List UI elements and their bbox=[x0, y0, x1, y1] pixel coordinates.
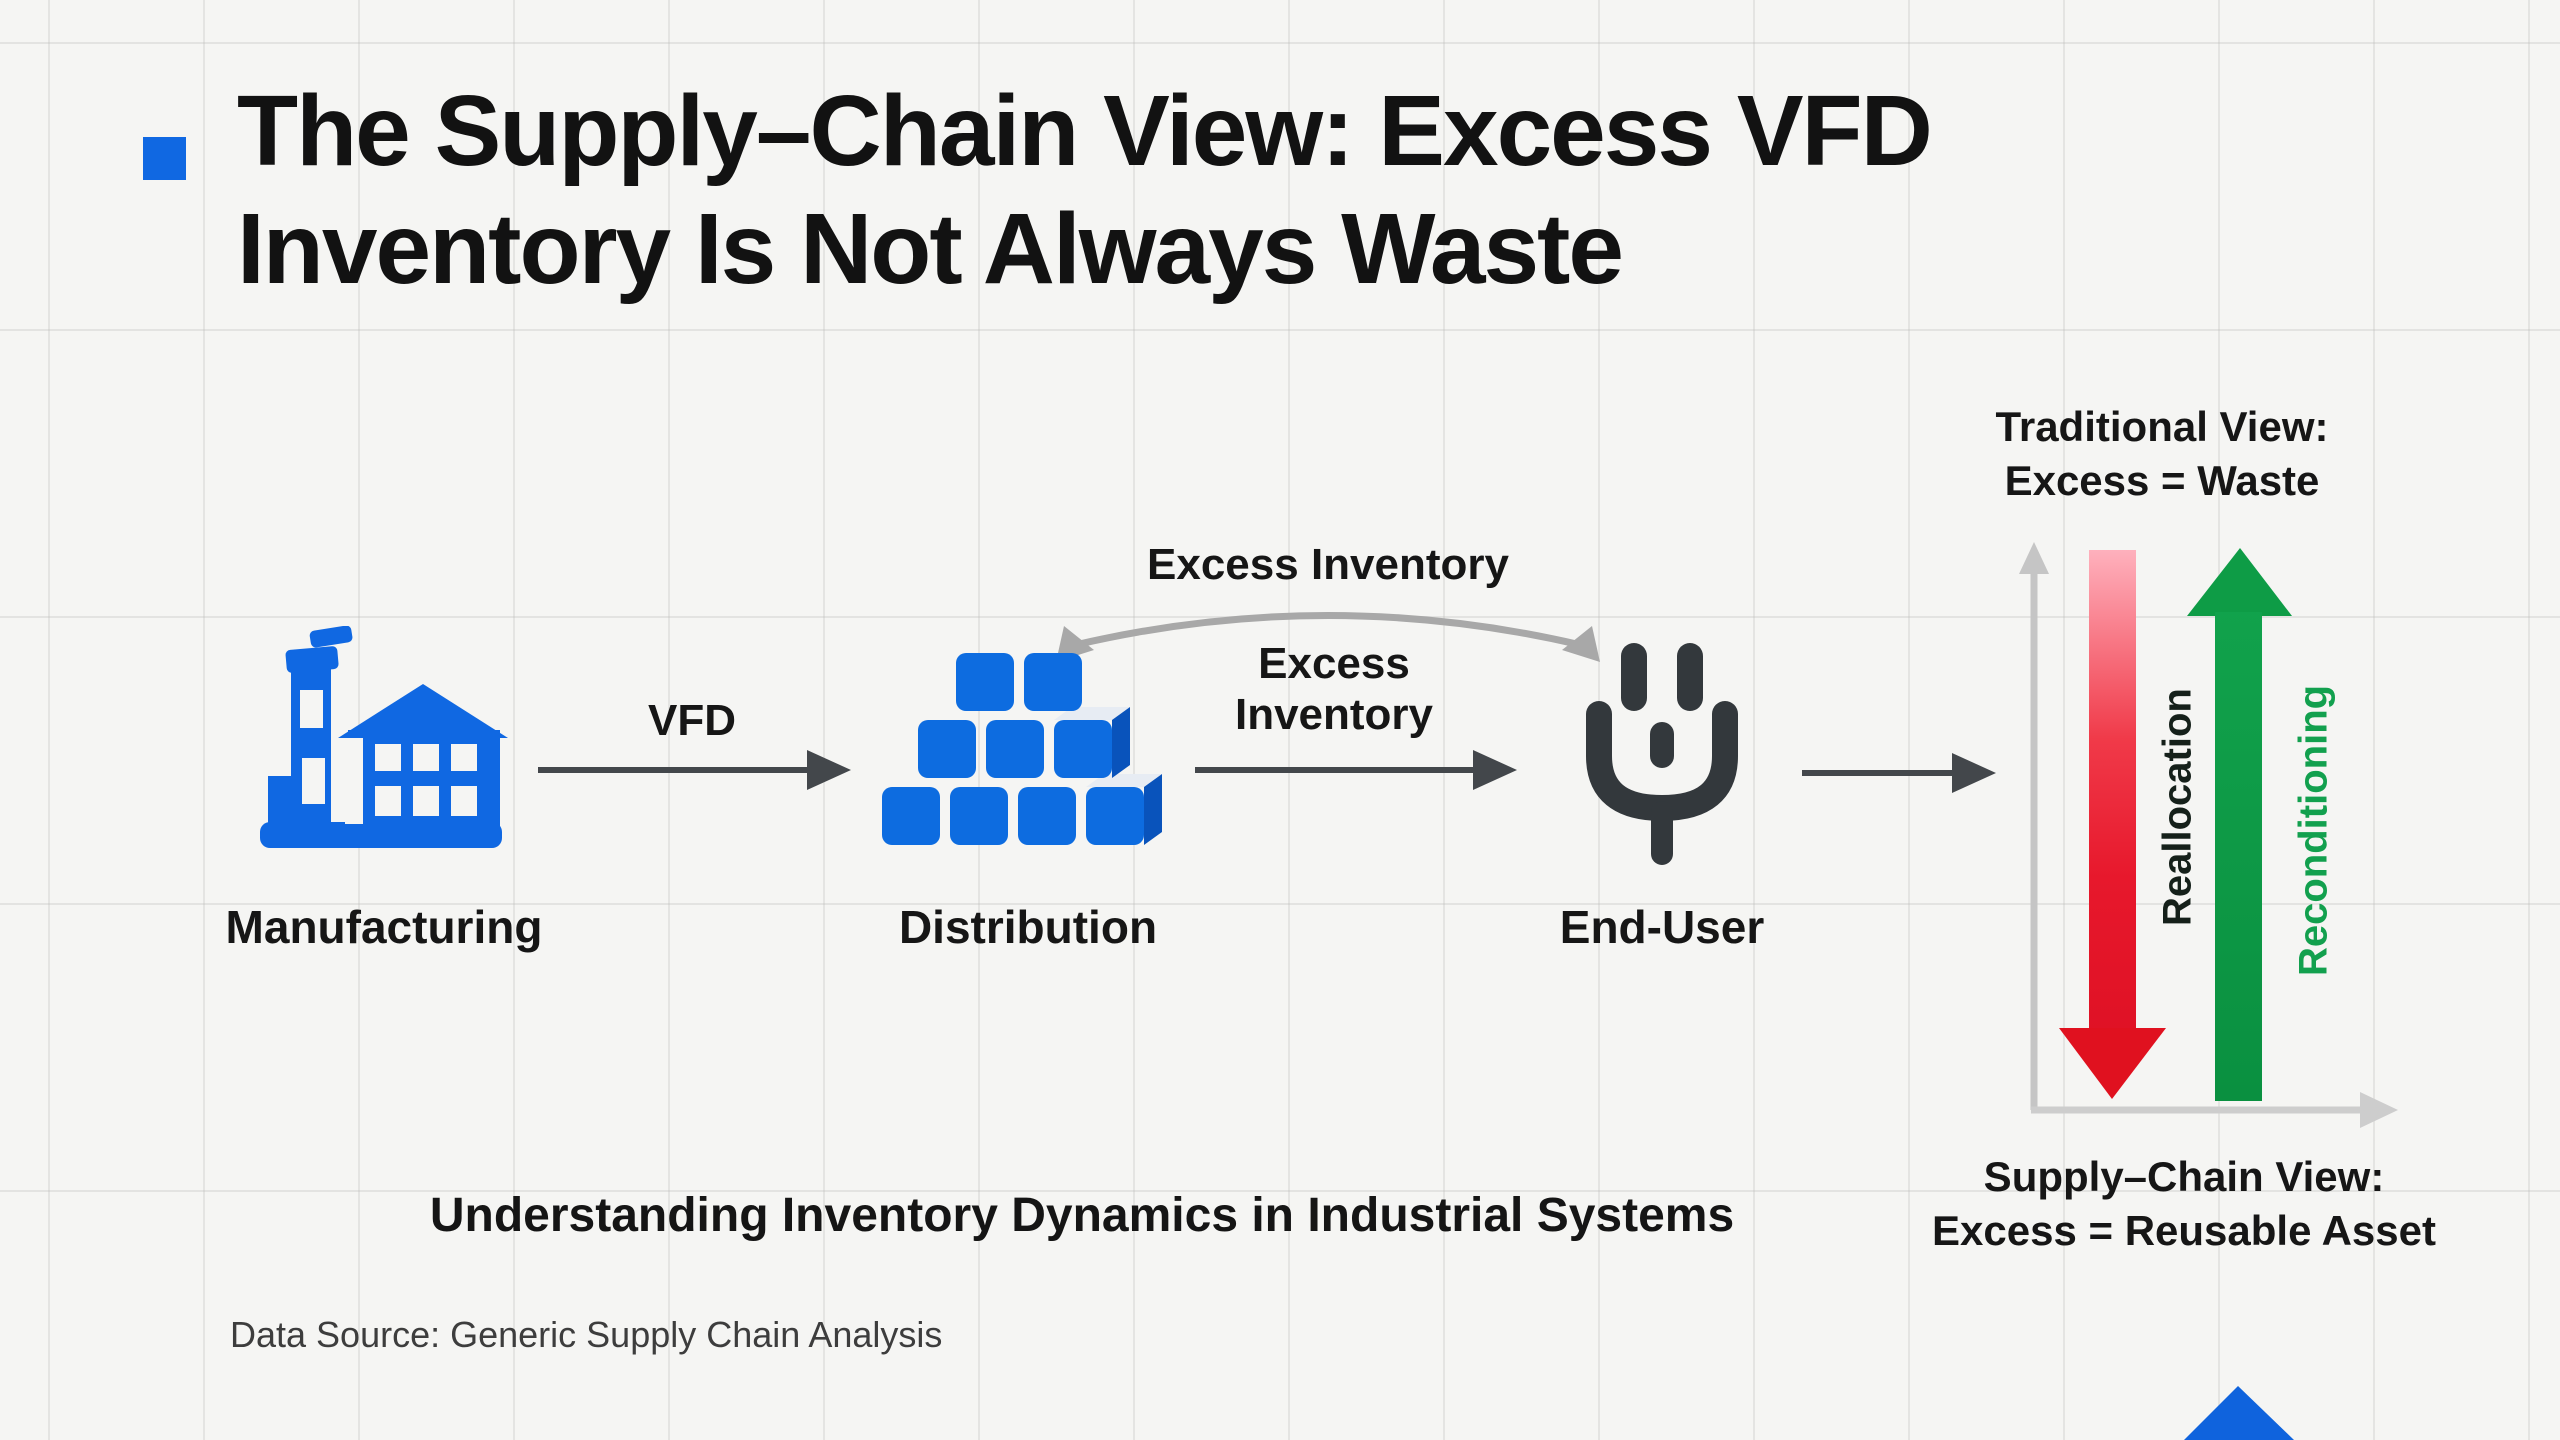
reconditioning-up-arrow bbox=[2187, 548, 2292, 1101]
supply-chain-view-caption-line2: Excess = Reusable Asset bbox=[1932, 1206, 2436, 1254]
traditional-view-caption-line2: Excess = Waste bbox=[2004, 456, 2320, 504]
page-title-line2: Inventory Is Not Always Waste bbox=[237, 193, 1624, 305]
slide-subtitle: Understanding Inventory Dynamics in Indu… bbox=[429, 1189, 1735, 1242]
title-bullet bbox=[143, 137, 186, 180]
data-source-note: Data Source: Generic Supply Chain Analys… bbox=[230, 1314, 943, 1355]
page-title-line1: The Supply–Chain View: Excess VFD bbox=[237, 75, 1933, 187]
reconditioning-label: Reconditioning bbox=[2291, 684, 2336, 976]
enduser-to-chart-arrow bbox=[1802, 753, 1996, 793]
inventory-stack-icon bbox=[882, 653, 1162, 845]
plug-icon bbox=[1586, 643, 1738, 865]
end-user-label: End-User bbox=[1559, 901, 1765, 953]
supply-chain-view-caption: Supply–Chain View: Excess = Reusable Ass… bbox=[1932, 1150, 2436, 1258]
excess-inventory-arrow bbox=[1195, 750, 1517, 790]
manufacturing-label: Manufacturing bbox=[225, 901, 543, 953]
supply-chain-view-caption-line1: Supply–Chain View: bbox=[1983, 1153, 2385, 1200]
traditional-view-caption: Traditional View: Excess = Waste bbox=[1996, 400, 2329, 508]
return-arc-label: Excess Inventory bbox=[1147, 540, 1509, 589]
excess-inventory-arrow-label: Excess Inventory bbox=[1234, 639, 1434, 740]
chart-axes bbox=[2019, 542, 2398, 1128]
traditional-view-caption-line1: Traditional View: bbox=[1995, 403, 2329, 450]
factory-icon bbox=[260, 626, 508, 848]
vfd-arrow bbox=[538, 750, 851, 790]
distribution-label: Distribution bbox=[898, 901, 1158, 953]
page-title: The Supply–Chain View: Excess VFD Invent… bbox=[237, 72, 2467, 308]
reallocation-down-arrow bbox=[2059, 550, 2166, 1099]
vfd-arrow-label: VFD bbox=[648, 696, 736, 745]
bottom-blue-triangle bbox=[2184, 1386, 2294, 1440]
reallocation-label: Reallocation bbox=[2155, 688, 2200, 926]
